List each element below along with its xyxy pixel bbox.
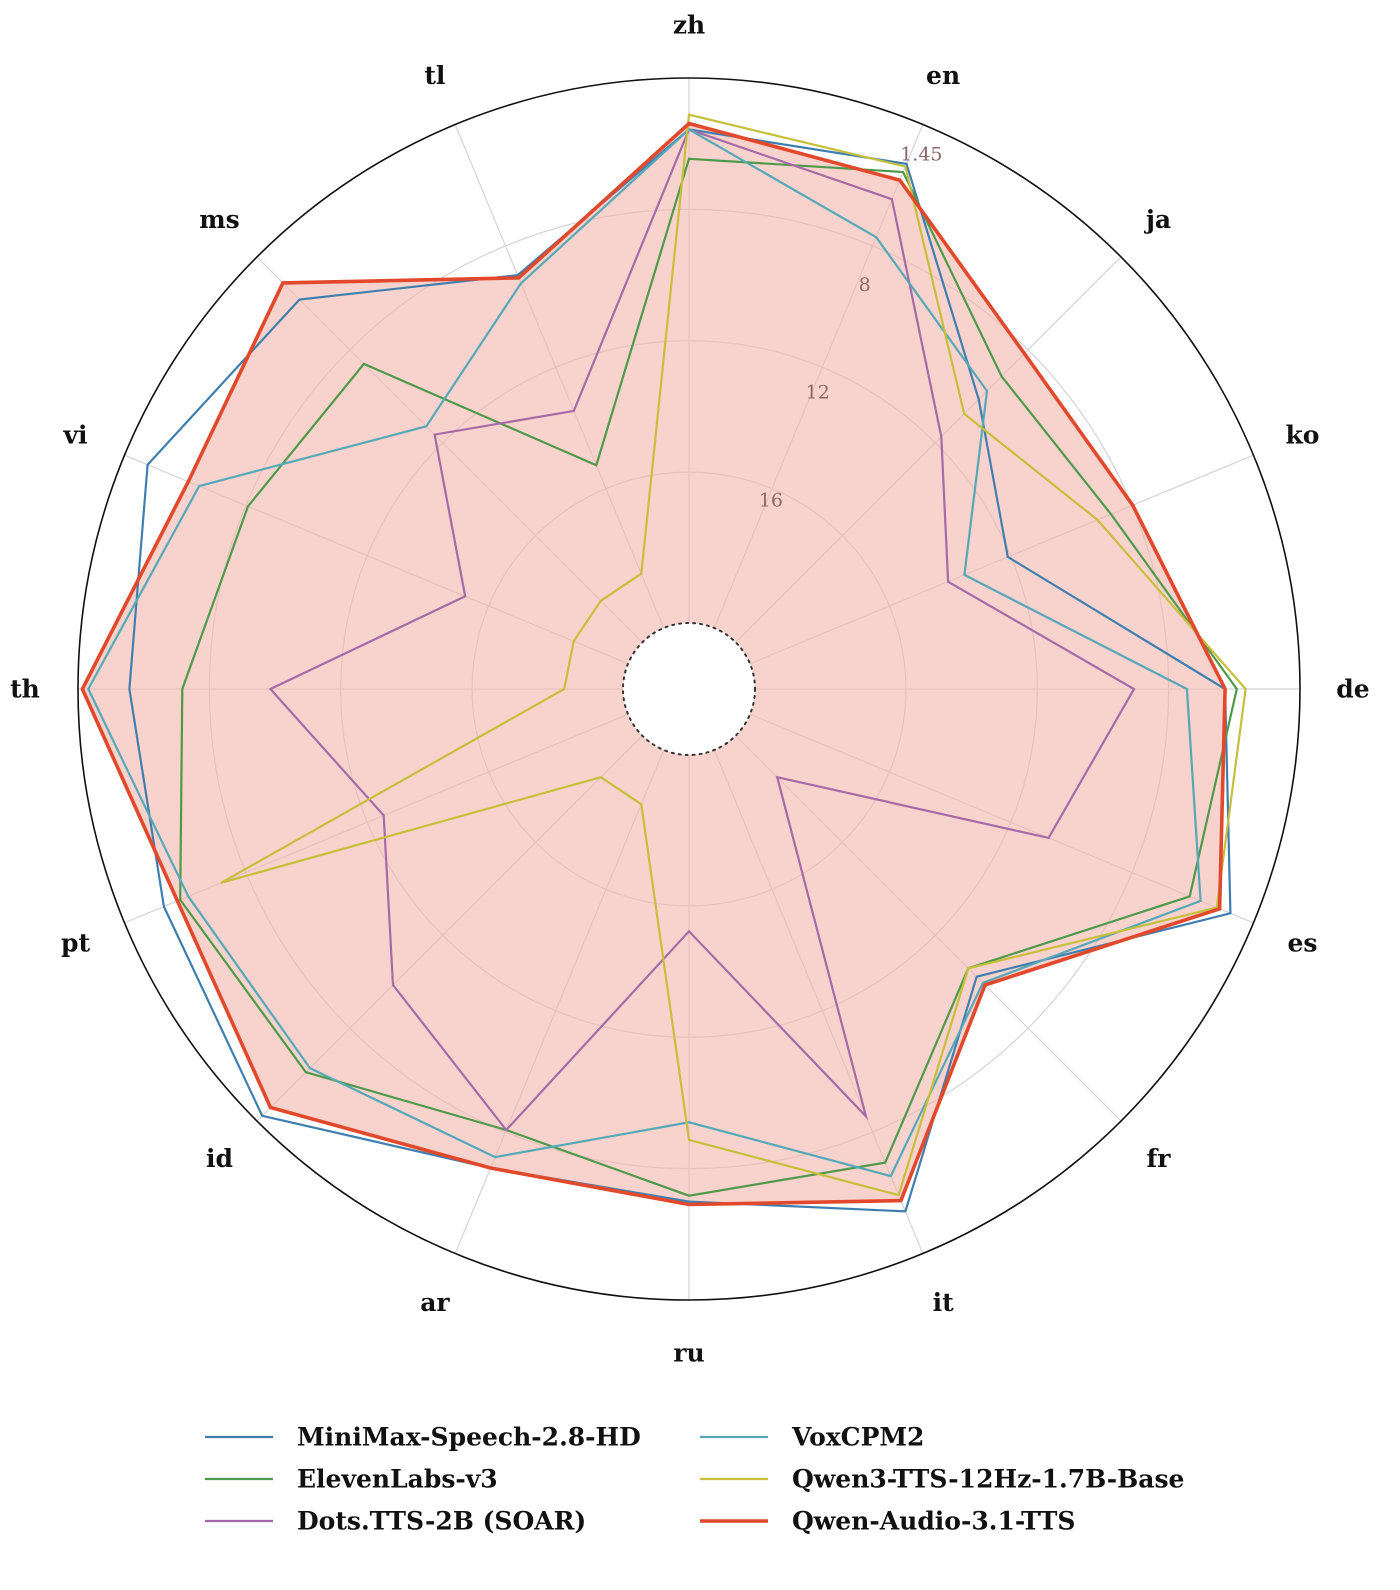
axis-label-ar: ar <box>420 1288 450 1317</box>
legend-label-4: Qwen3-TTS-12Hz-1.7B-Base <box>792 1465 1184 1494</box>
axis-label-ko: ko <box>1285 420 1319 449</box>
radial-tick-label: 12 <box>806 382 830 404</box>
series-line-5 <box>80 121 1227 1207</box>
legend-label-1: ElevenLabs-v3 <box>297 1465 498 1494</box>
axis-label-ja: ja <box>1144 205 1171 234</box>
legend-label-3: VoxCPM2 <box>791 1423 924 1452</box>
radar-center-layer <box>622 622 756 756</box>
legend-label-2: Dots.TTS-2B (SOAR) <box>297 1507 586 1536</box>
axis-label-vi: vi <box>63 420 88 449</box>
axis-label-id: id <box>206 1144 233 1173</box>
series-line-0 <box>128 128 1232 1213</box>
axis-label-tl: tl <box>424 61 445 90</box>
axis-label-pt: pt <box>61 929 90 958</box>
radial-tick-labels: 1.45 8 12 16 <box>759 143 943 511</box>
axis-label-it: it <box>933 1288 954 1317</box>
axis-label-en: en <box>926 61 960 90</box>
axis-labels: zh en ja ko de es fr it ru ar id pt th vi ms tl <box>10 11 1370 1368</box>
axis-label-ms: ms <box>199 205 240 234</box>
radial-tick-label: 1.45 <box>900 143 942 165</box>
series-line-4 <box>220 113 1247 1197</box>
radial-tick-label: 16 <box>759 490 783 512</box>
axis-label-ru: ru <box>673 1339 704 1368</box>
radial-tick-label: 8 <box>859 274 871 296</box>
axis-label-zh: zh <box>673 11 705 40</box>
legend: MiniMax-Speech-2.8-HD ElevenLabs-v3 Dots.T… <box>205 1423 1184 1536</box>
center-hole <box>622 622 756 756</box>
legend-label-5: Qwen-Audio-3.1-TTS <box>792 1507 1075 1536</box>
series-line-3 <box>87 128 1202 1178</box>
legend-label-0: MiniMax-Speech-2.8-HD <box>297 1423 641 1452</box>
outer-ring <box>77 77 1301 1301</box>
axis-label-es: es <box>1287 929 1317 958</box>
axis-label-de: de <box>1336 675 1369 704</box>
radar-series-layer <box>80 113 1247 1213</box>
series-line-1 <box>179 157 1238 1197</box>
axis-label-fr: fr <box>1147 1144 1172 1173</box>
axis-label-th: th <box>10 675 40 704</box>
series-line-2 <box>268 128 1136 1132</box>
